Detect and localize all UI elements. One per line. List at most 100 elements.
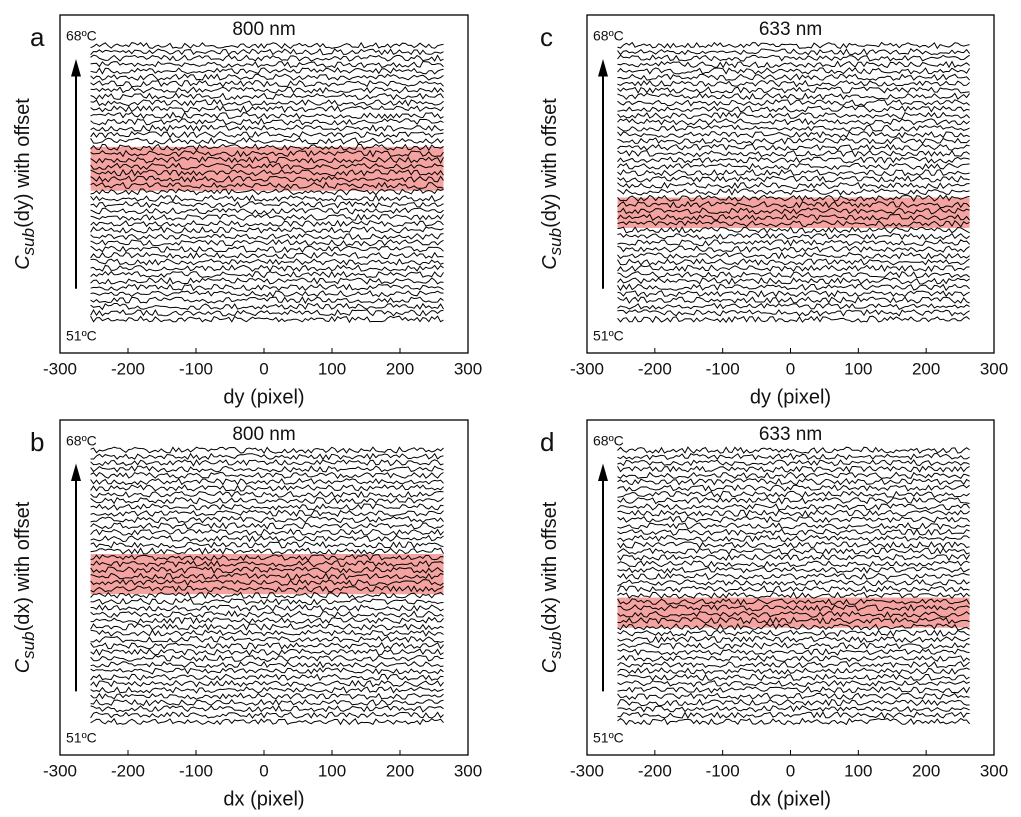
trace [617, 194, 970, 202]
trace [617, 226, 970, 234]
x-axis-title: dx (pixel) [750, 788, 831, 810]
annotation-top: 68ºC [66, 433, 97, 449]
trace [617, 471, 970, 480]
panel-title: 633 nm [759, 19, 822, 40]
trace [90, 156, 444, 164]
trace [617, 251, 970, 260]
trace [617, 661, 970, 669]
trace [90, 679, 444, 688]
trace [90, 239, 444, 247]
annotation-top: 68ºC [593, 28, 624, 44]
traces [617, 446, 971, 726]
trace [90, 41, 444, 49]
trace [90, 168, 444, 177]
trace [90, 54, 444, 62]
trace [617, 648, 970, 656]
trace [90, 446, 444, 455]
trace [617, 459, 970, 467]
trace [90, 233, 444, 240]
trace [617, 603, 970, 612]
trace [617, 200, 970, 209]
trace [617, 175, 970, 183]
trace [90, 534, 444, 543]
trace [90, 137, 444, 145]
trace [90, 60, 444, 69]
x-tick-label: 300 [980, 761, 1008, 780]
trace [617, 271, 970, 279]
trace [90, 86, 444, 94]
trace [90, 692, 444, 700]
trace [90, 484, 444, 492]
x-tick-label: -300 [570, 359, 604, 378]
trace [617, 477, 970, 486]
trace [617, 188, 970, 196]
trace [617, 598, 971, 606]
x-tick-label: -200 [638, 359, 672, 378]
trace [617, 181, 970, 190]
trace [90, 270, 444, 279]
trace [90, 547, 444, 555]
trace [617, 698, 970, 707]
trace [90, 711, 444, 719]
trace [617, 610, 970, 619]
trace [617, 156, 970, 164]
trace [90, 251, 444, 260]
trace [90, 73, 444, 81]
annotation-bottom: 51ºC [66, 730, 97, 746]
panel-title: 800 nm [232, 424, 295, 445]
trace [90, 226, 444, 234]
trace [90, 686, 444, 694]
trace [90, 610, 444, 618]
trace [90, 597, 444, 606]
x-tick-label: 100 [318, 761, 346, 780]
trace [90, 283, 444, 292]
panel-label: c [540, 22, 553, 52]
x-tick-label: 100 [844, 761, 872, 780]
x-tick-label: 200 [912, 359, 940, 378]
trace [90, 143, 444, 152]
trace [90, 124, 444, 132]
trace [617, 553, 971, 562]
trace [617, 149, 970, 158]
trace [617, 711, 970, 720]
y-axis-title-base: C [539, 658, 561, 673]
trace [90, 458, 444, 467]
trace [617, 73, 970, 81]
trace [90, 509, 444, 517]
trace [617, 213, 970, 221]
x-tick-label: -100 [179, 359, 213, 378]
trace [617, 143, 970, 151]
trace [90, 452, 444, 461]
x-tick-label: -100 [706, 359, 740, 378]
y-axis-title-base: C [12, 658, 34, 673]
x-tick-label: 300 [454, 359, 482, 378]
trace [90, 654, 444, 662]
panel-title: 633 nm [759, 424, 822, 445]
trace [617, 137, 970, 145]
highlight-band [617, 597, 970, 628]
y-axis-title: Csub(dx) with offset [539, 501, 565, 673]
x-axis-title: dy (pixel) [750, 386, 831, 408]
trace [90, 623, 444, 631]
trace [617, 717, 970, 726]
x-tick-label: -300 [43, 761, 77, 780]
trace [90, 490, 444, 499]
trace [617, 484, 970, 492]
trace [617, 705, 970, 713]
y-axis-title: Csub(dy) with offset [12, 98, 38, 270]
trace [90, 194, 444, 203]
trace [617, 219, 970, 228]
trace [90, 515, 444, 524]
y-axis-title-sub: sub [546, 228, 565, 255]
trace [90, 175, 444, 183]
x-tick-label: -200 [111, 359, 145, 378]
trace [617, 591, 970, 600]
trace [617, 315, 970, 324]
trace [90, 660, 444, 669]
trace [617, 207, 970, 215]
trace [90, 67, 444, 75]
trace [90, 149, 444, 158]
trace [617, 490, 970, 499]
annotation-bottom: 51ºC [66, 328, 97, 344]
trace [617, 509, 970, 518]
